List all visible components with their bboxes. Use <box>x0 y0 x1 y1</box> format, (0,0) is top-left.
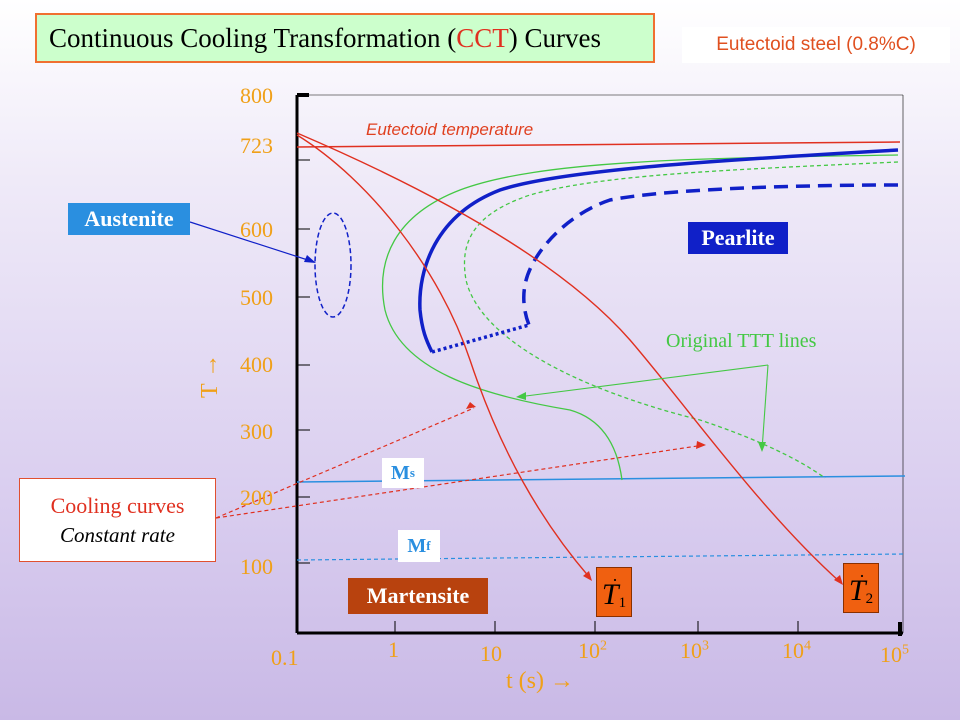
ttt-finish-curve <box>463 161 899 479</box>
cooling-pointer-1-arrowhead <box>466 402 476 409</box>
title-suffix: ) Curves <box>508 22 602 53</box>
x-tick-label: 103 <box>680 638 709 663</box>
eutectoid-label: Eutectoid temperature <box>366 120 534 139</box>
y-tick-label: 500 <box>240 285 273 310</box>
y-tick-label: 600 <box>240 217 273 242</box>
cct-end-line <box>431 323 530 354</box>
austenite-arrowhead <box>304 255 316 263</box>
y-tick-label: 800 <box>240 83 273 108</box>
martensite-label: Martensite <box>348 578 488 614</box>
time-axis-label: t (s) → <box>506 668 574 694</box>
ttt-pointer-2 <box>761 364 769 451</box>
austenite-region <box>314 212 352 318</box>
cooling-curve-1-arrowhead <box>583 571 592 581</box>
diagram-title: Continuous Cooling Transformation (CCT) … <box>35 13 655 63</box>
ttt-pointer-2-arrowhead <box>758 442 766 452</box>
cooling-curves-subtitle: Constant rate <box>60 522 175 547</box>
cooling-curves-box: Cooling curves Constant rate <box>19 478 216 562</box>
x-tick-label: 1 <box>388 637 399 662</box>
cooling-pointer-2-arrowhead <box>696 441 706 449</box>
austenite-arrow <box>189 221 315 263</box>
cct-finish-curve <box>522 183 899 326</box>
steel-note: Eutectoid steel (0.8%C) <box>682 27 950 63</box>
ttt-pointer-1-arrowhead <box>516 392 526 400</box>
cooling-curve-2 <box>296 132 841 583</box>
x-tick-label: 102 <box>578 638 607 663</box>
x-tick-label: 104 <box>782 638 811 663</box>
eutectoid-line <box>296 141 901 148</box>
cooling-curve-2-arrowhead <box>834 575 843 585</box>
cooling-curve-1 <box>296 134 591 579</box>
cooling-pointer-2 <box>215 444 705 519</box>
x-tick-label: 0.1 <box>271 645 299 670</box>
cct-start-curve <box>418 148 899 353</box>
rate-t2-badge: · T 2 <box>843 563 879 613</box>
pearlite-label: Pearlite <box>688 222 788 254</box>
cooling-pointer-1 <box>215 407 475 519</box>
y-tick-label: 400 <box>240 352 273 377</box>
cooling-curves-title: Cooling curves <box>50 492 185 518</box>
title-prefix: Continuous Cooling Transformation ( <box>49 22 457 53</box>
y-tick-label: 100 <box>240 554 273 579</box>
y-tick-label: 300 <box>240 419 273 444</box>
y-tick-label: 723 <box>240 133 273 158</box>
austenite-label: Austenite <box>68 203 190 235</box>
temperature-axis-label: T → <box>197 353 223 398</box>
ttt-pointer-1 <box>517 364 769 398</box>
x-tick-label: 10 <box>480 641 502 666</box>
original-ttt-label: Original TTT lines <box>666 330 817 352</box>
x-tick-label: 105 <box>880 642 909 667</box>
title-cct: CCT <box>456 22 509 53</box>
rate-t1-badge: · T 1 <box>596 567 632 617</box>
ttt-start-curve <box>381 154 899 481</box>
y-tick-label: 200 <box>240 485 273 510</box>
